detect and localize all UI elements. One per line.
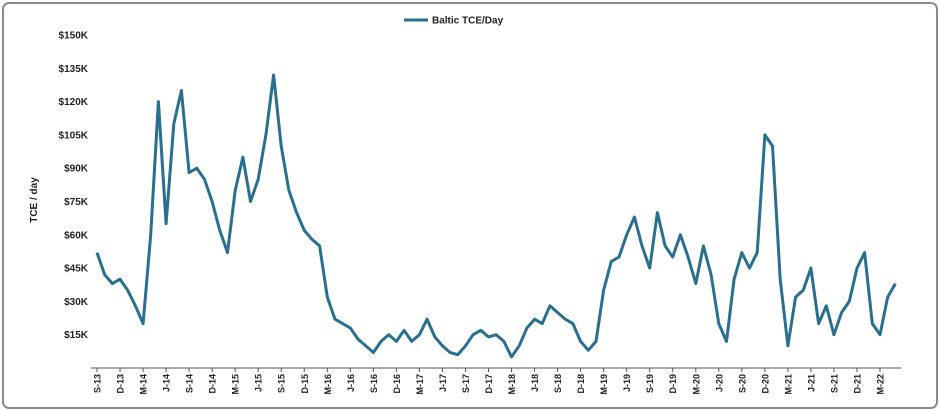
x-tick-label: S-15 — [277, 374, 287, 393]
y-tick-label: $150K — [59, 31, 89, 42]
series-line — [95, 73, 897, 359]
x-tick-label: M-22 — [876, 374, 886, 395]
x-tick-label: M-20 — [691, 374, 701, 395]
x-tick-label: J-21 — [806, 374, 816, 392]
x-tick-label: M-18 — [507, 374, 517, 395]
y-tick-label: $75K — [64, 197, 89, 208]
x-tick-label: J-20 — [714, 374, 724, 392]
y-tick-label: $135K — [59, 64, 89, 75]
x-tick-label: D-19 — [668, 374, 678, 394]
x-tick-label: J-14 — [162, 374, 172, 392]
x-tick-label: J-16 — [346, 374, 356, 392]
legend-label: Baltic TCE/Day — [432, 16, 504, 27]
x-tick-label: S-13 — [93, 374, 103, 393]
x-tick-label: S-17 — [461, 374, 471, 393]
x-tick-label: J-18 — [530, 374, 540, 392]
x-tick-label: D-16 — [392, 374, 402, 394]
x-tick-label: S-19 — [645, 374, 655, 393]
x-tick-label: J-19 — [622, 374, 632, 392]
x-tick-label: M-21 — [783, 374, 793, 395]
x-tick-label: M-16 — [323, 374, 333, 395]
x-tick-label: M-17 — [415, 374, 425, 395]
x-tick-label: M-14 — [139, 374, 149, 395]
y-axis-title: TCE / day — [29, 177, 40, 223]
y-tick-label: $60K — [64, 230, 89, 241]
y-tick-label: $120K — [59, 97, 89, 108]
y-tick-label: $30K — [64, 297, 89, 308]
x-tick-label: D-13 — [116, 374, 126, 394]
x-tick-label: D-15 — [300, 374, 310, 394]
y-tick-label: $90K — [64, 164, 89, 175]
x-tick-label: S-16 — [369, 374, 379, 393]
x-tick-label: D-14 — [208, 374, 218, 394]
x-tick-label: S-21 — [829, 374, 839, 393]
x-tick-label: J-17 — [438, 374, 448, 392]
x-tick-label: S-14 — [185, 374, 195, 393]
y-tick-label: $15K — [64, 330, 89, 341]
x-tick-label: M-15 — [231, 374, 241, 395]
x-tick-label: D-18 — [576, 374, 586, 394]
x-tick-label: J-15 — [254, 374, 264, 392]
x-tick-label: D-21 — [852, 374, 862, 394]
x-tick-label: M-19 — [599, 374, 609, 395]
x-tick-label: S-20 — [737, 374, 747, 393]
x-tick-label: D-17 — [484, 374, 494, 394]
y-tick-label: $105K — [59, 130, 89, 141]
y-tick-label: $45K — [64, 264, 89, 275]
x-tick-label: D-20 — [760, 374, 770, 394]
x-tick-label: S-18 — [553, 374, 563, 393]
